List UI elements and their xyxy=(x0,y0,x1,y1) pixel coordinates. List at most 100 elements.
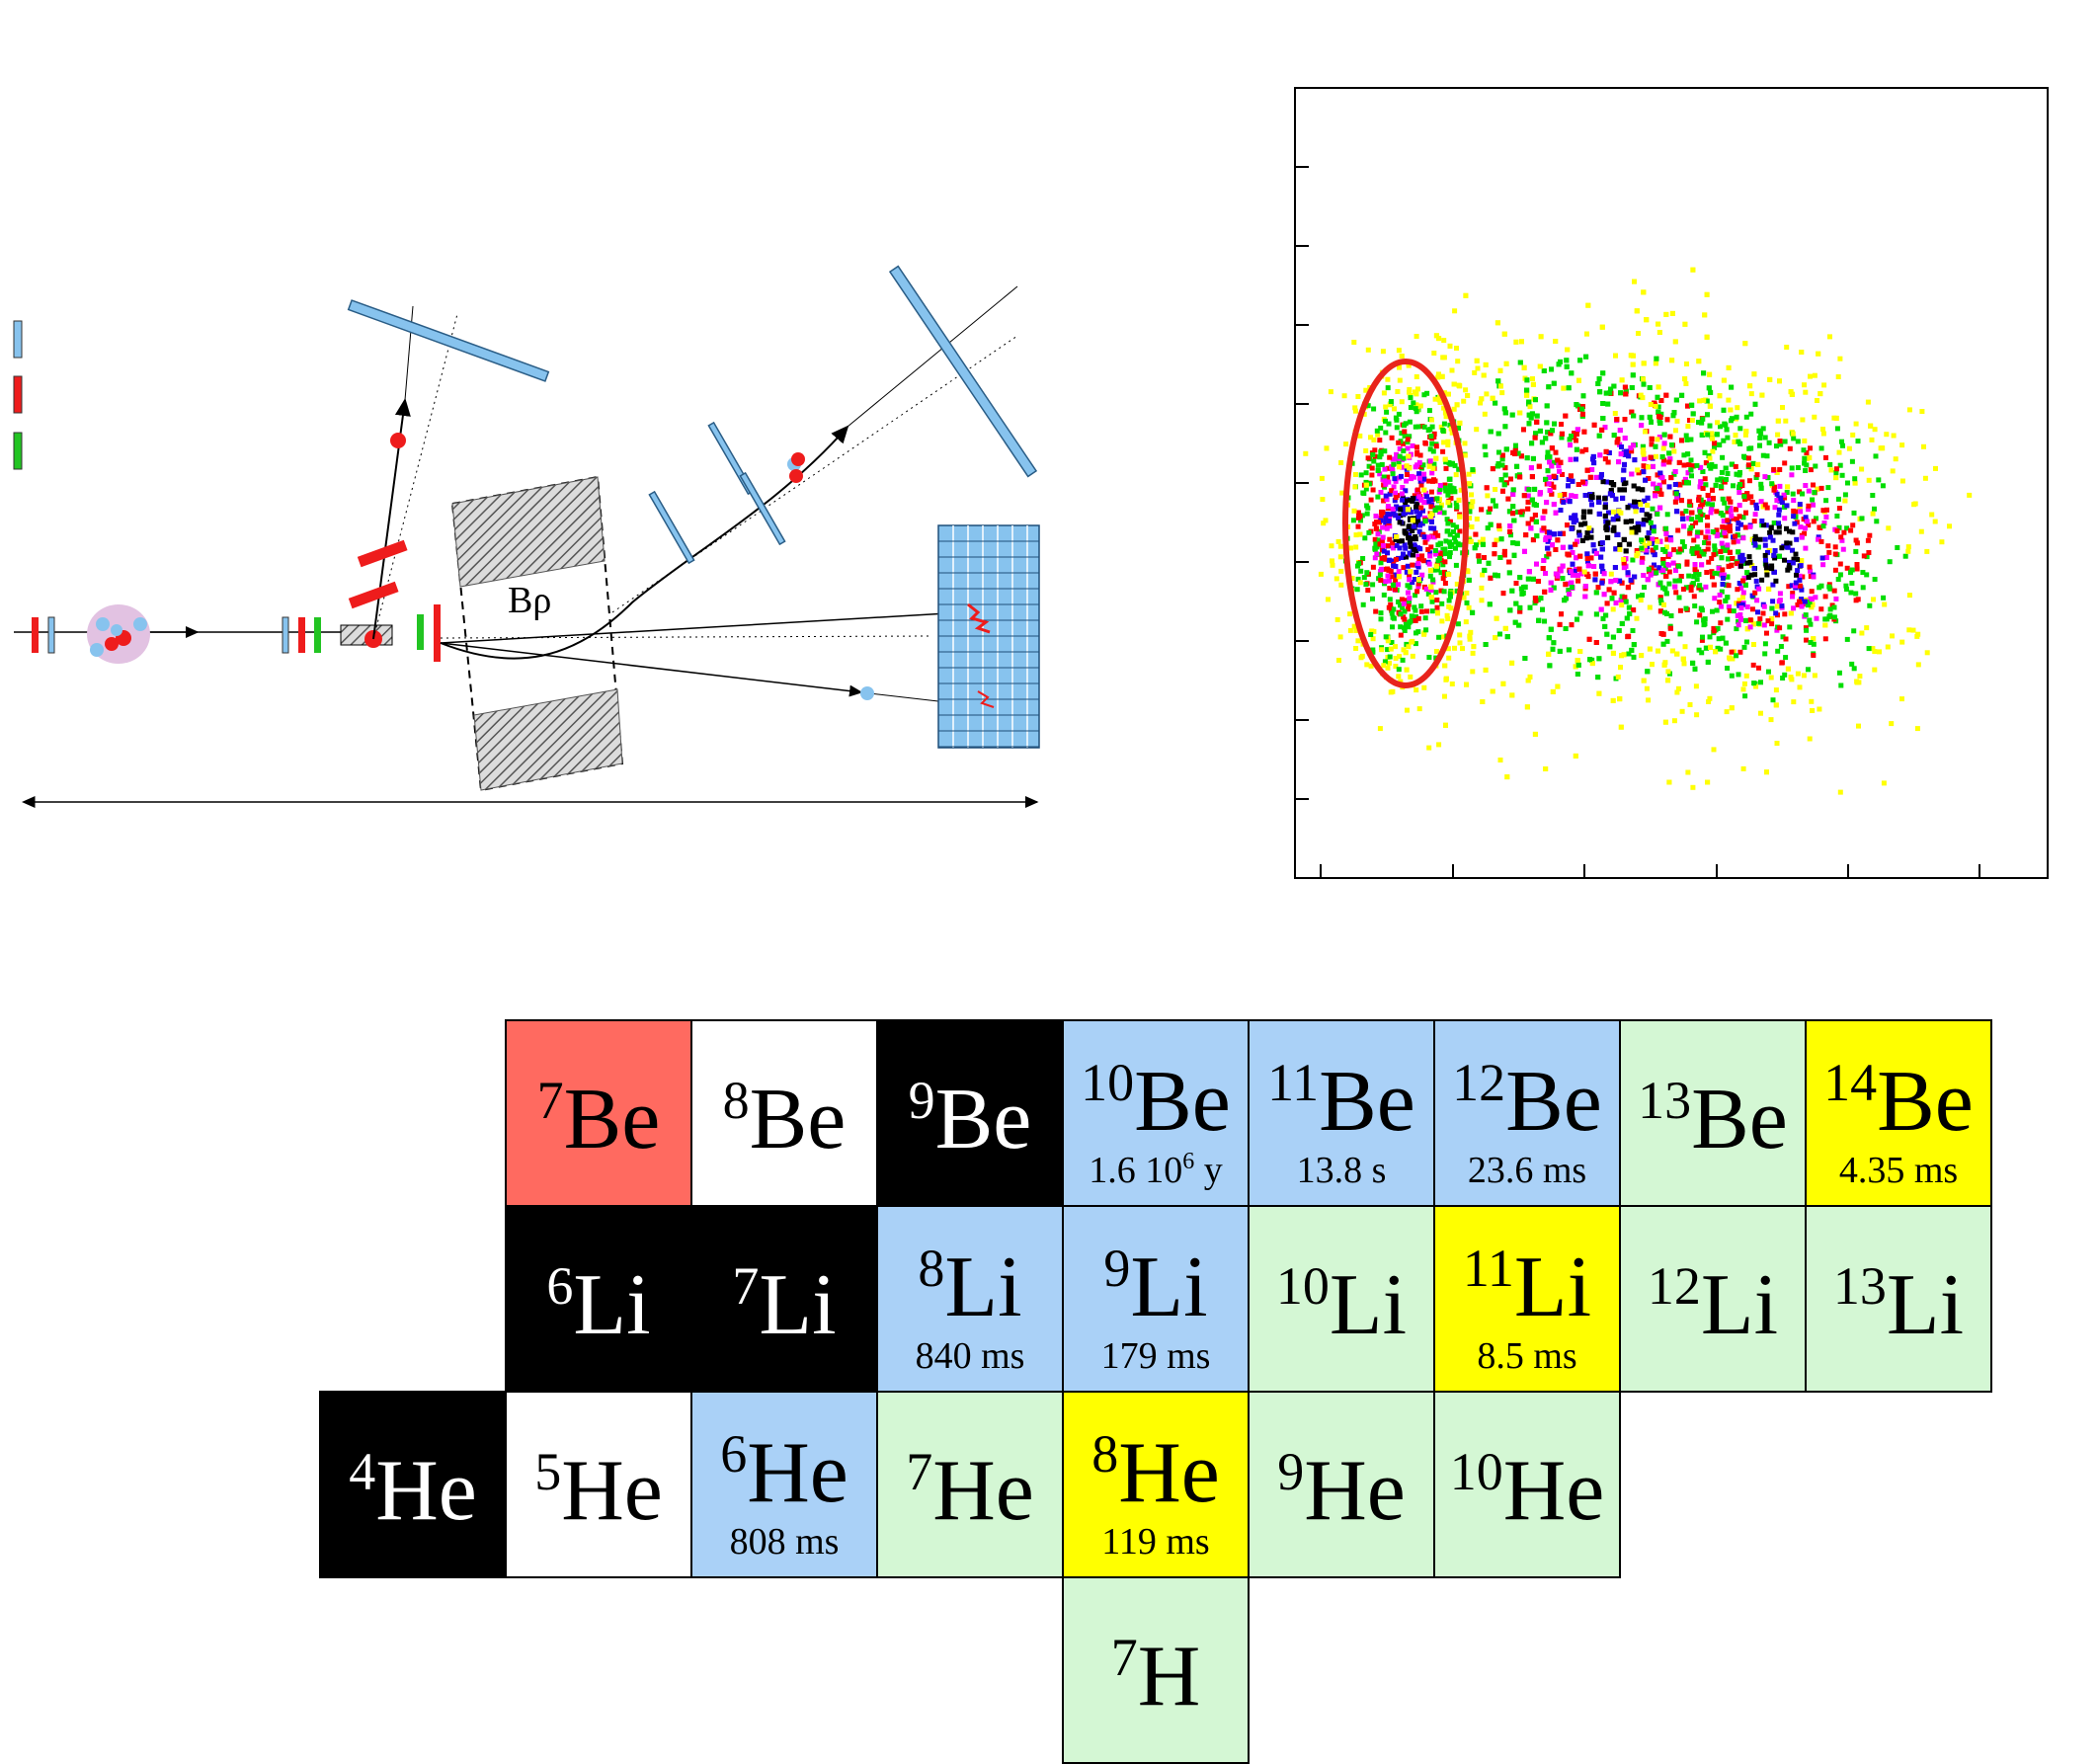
scatter-point xyxy=(1569,493,1575,499)
scatter-point xyxy=(1832,567,1838,573)
scatter-point xyxy=(1414,444,1419,450)
scatter-point xyxy=(1415,577,1421,583)
scatter-point xyxy=(1780,634,1786,640)
scatter-point xyxy=(1426,561,1432,567)
scatter-point xyxy=(1659,475,1665,481)
scatter-point xyxy=(1745,495,1751,501)
scatter-point xyxy=(1609,596,1615,601)
scatter-point xyxy=(1525,493,1531,499)
scatter-point xyxy=(1583,535,1589,541)
scatter-point xyxy=(1467,509,1473,515)
scatter-point xyxy=(1730,556,1736,561)
scatter-point xyxy=(1415,615,1421,621)
scatter-point xyxy=(1705,432,1711,438)
scatter-point xyxy=(1634,615,1640,621)
scatter-point xyxy=(1538,334,1544,340)
scatter-point xyxy=(1795,439,1801,444)
scatter-point xyxy=(1469,524,1475,529)
scatter-point xyxy=(1699,607,1705,613)
scatter-point xyxy=(1398,632,1404,638)
nuclide-cell-13be: 13Be xyxy=(1619,1019,1807,1207)
scatter-point xyxy=(1710,448,1716,454)
scatter-point xyxy=(1509,692,1515,698)
scatter-point xyxy=(1513,601,1519,606)
nuclide-cell-7li: 7Li xyxy=(690,1205,878,1393)
scatter-point xyxy=(1561,499,1567,505)
scatter-point xyxy=(1779,500,1785,505)
scatter-point xyxy=(1699,420,1705,426)
scatter-point xyxy=(1399,538,1405,544)
scatter-point xyxy=(1672,578,1678,584)
scatter-point xyxy=(1867,532,1873,538)
scatter-point xyxy=(1396,538,1402,544)
scatter-point xyxy=(1365,347,1371,353)
scatter-point xyxy=(1417,522,1423,528)
scatter-point xyxy=(1542,509,1548,515)
scatter-point xyxy=(1749,500,1755,506)
scatter-point xyxy=(1611,433,1617,439)
scatter-point xyxy=(1753,475,1759,480)
scatter-point xyxy=(1525,499,1531,505)
scatter-point xyxy=(1425,546,1431,552)
scatter-point xyxy=(1494,615,1499,621)
scatter-point xyxy=(1526,421,1532,427)
scatter-point xyxy=(1353,472,1358,477)
scatter-point xyxy=(1598,554,1604,560)
scatter-point xyxy=(1682,376,1688,382)
scatter-point xyxy=(1338,582,1344,588)
scatter-point xyxy=(1656,482,1662,488)
scatter-point xyxy=(1383,481,1389,487)
scatter-point xyxy=(1776,553,1782,559)
nuclide-cell-13li: 13Li xyxy=(1805,1205,1992,1393)
scatter-point xyxy=(1387,654,1393,660)
scatter-point xyxy=(1395,389,1401,394)
scatter-point xyxy=(1760,610,1766,616)
scatter-point xyxy=(1514,540,1520,546)
mass-number: 12 xyxy=(1647,1256,1701,1316)
scatter-point xyxy=(1427,553,1433,559)
scatter-point xyxy=(1803,612,1809,618)
scatter-point xyxy=(1534,561,1539,567)
scatter-point xyxy=(1787,445,1793,451)
scatter-point xyxy=(1733,463,1738,469)
scatter-point xyxy=(1582,584,1588,590)
scatter-point xyxy=(1720,567,1726,573)
scatter-point xyxy=(1611,527,1617,533)
scatter-point xyxy=(1442,572,1448,578)
scatter-point xyxy=(1502,410,1508,416)
scatter-point xyxy=(1701,548,1707,554)
scatter-point xyxy=(1643,477,1649,483)
scatter-point xyxy=(1414,386,1420,392)
scatter-points xyxy=(1303,267,1973,795)
scatter-point xyxy=(1647,513,1653,519)
scatter-point xyxy=(1403,488,1409,494)
scatter-point xyxy=(1600,416,1606,421)
scatter-point xyxy=(1723,465,1729,471)
scatter-point xyxy=(1338,568,1344,574)
scatter-point xyxy=(1625,634,1631,640)
scatter-point xyxy=(1577,649,1583,654)
scatter-point xyxy=(1347,627,1353,633)
scatter-point xyxy=(1740,515,1746,521)
scatter-point xyxy=(1569,370,1575,376)
scatter-point xyxy=(1444,612,1450,618)
scatter-point xyxy=(1434,604,1440,610)
scatter-point xyxy=(1507,523,1513,529)
scatter-point xyxy=(1398,513,1404,519)
scatter-point xyxy=(1573,753,1578,759)
scatter-point xyxy=(1551,380,1557,386)
scatter-point xyxy=(1706,699,1712,704)
scatter-point xyxy=(1763,562,1769,568)
scatter-point xyxy=(1645,495,1651,501)
scatter-point xyxy=(1798,524,1804,530)
scatter-point xyxy=(1864,572,1870,578)
scatter-point xyxy=(1620,477,1626,483)
scatter-point xyxy=(1711,628,1717,634)
scatter-point xyxy=(1914,726,1920,732)
scatter-point xyxy=(1783,636,1789,642)
scatter-point xyxy=(1890,468,1896,474)
scatter-point xyxy=(1391,461,1397,467)
scatter-point xyxy=(1915,662,1921,668)
scatter-point xyxy=(1658,398,1664,403)
scatter-point xyxy=(1815,398,1819,403)
